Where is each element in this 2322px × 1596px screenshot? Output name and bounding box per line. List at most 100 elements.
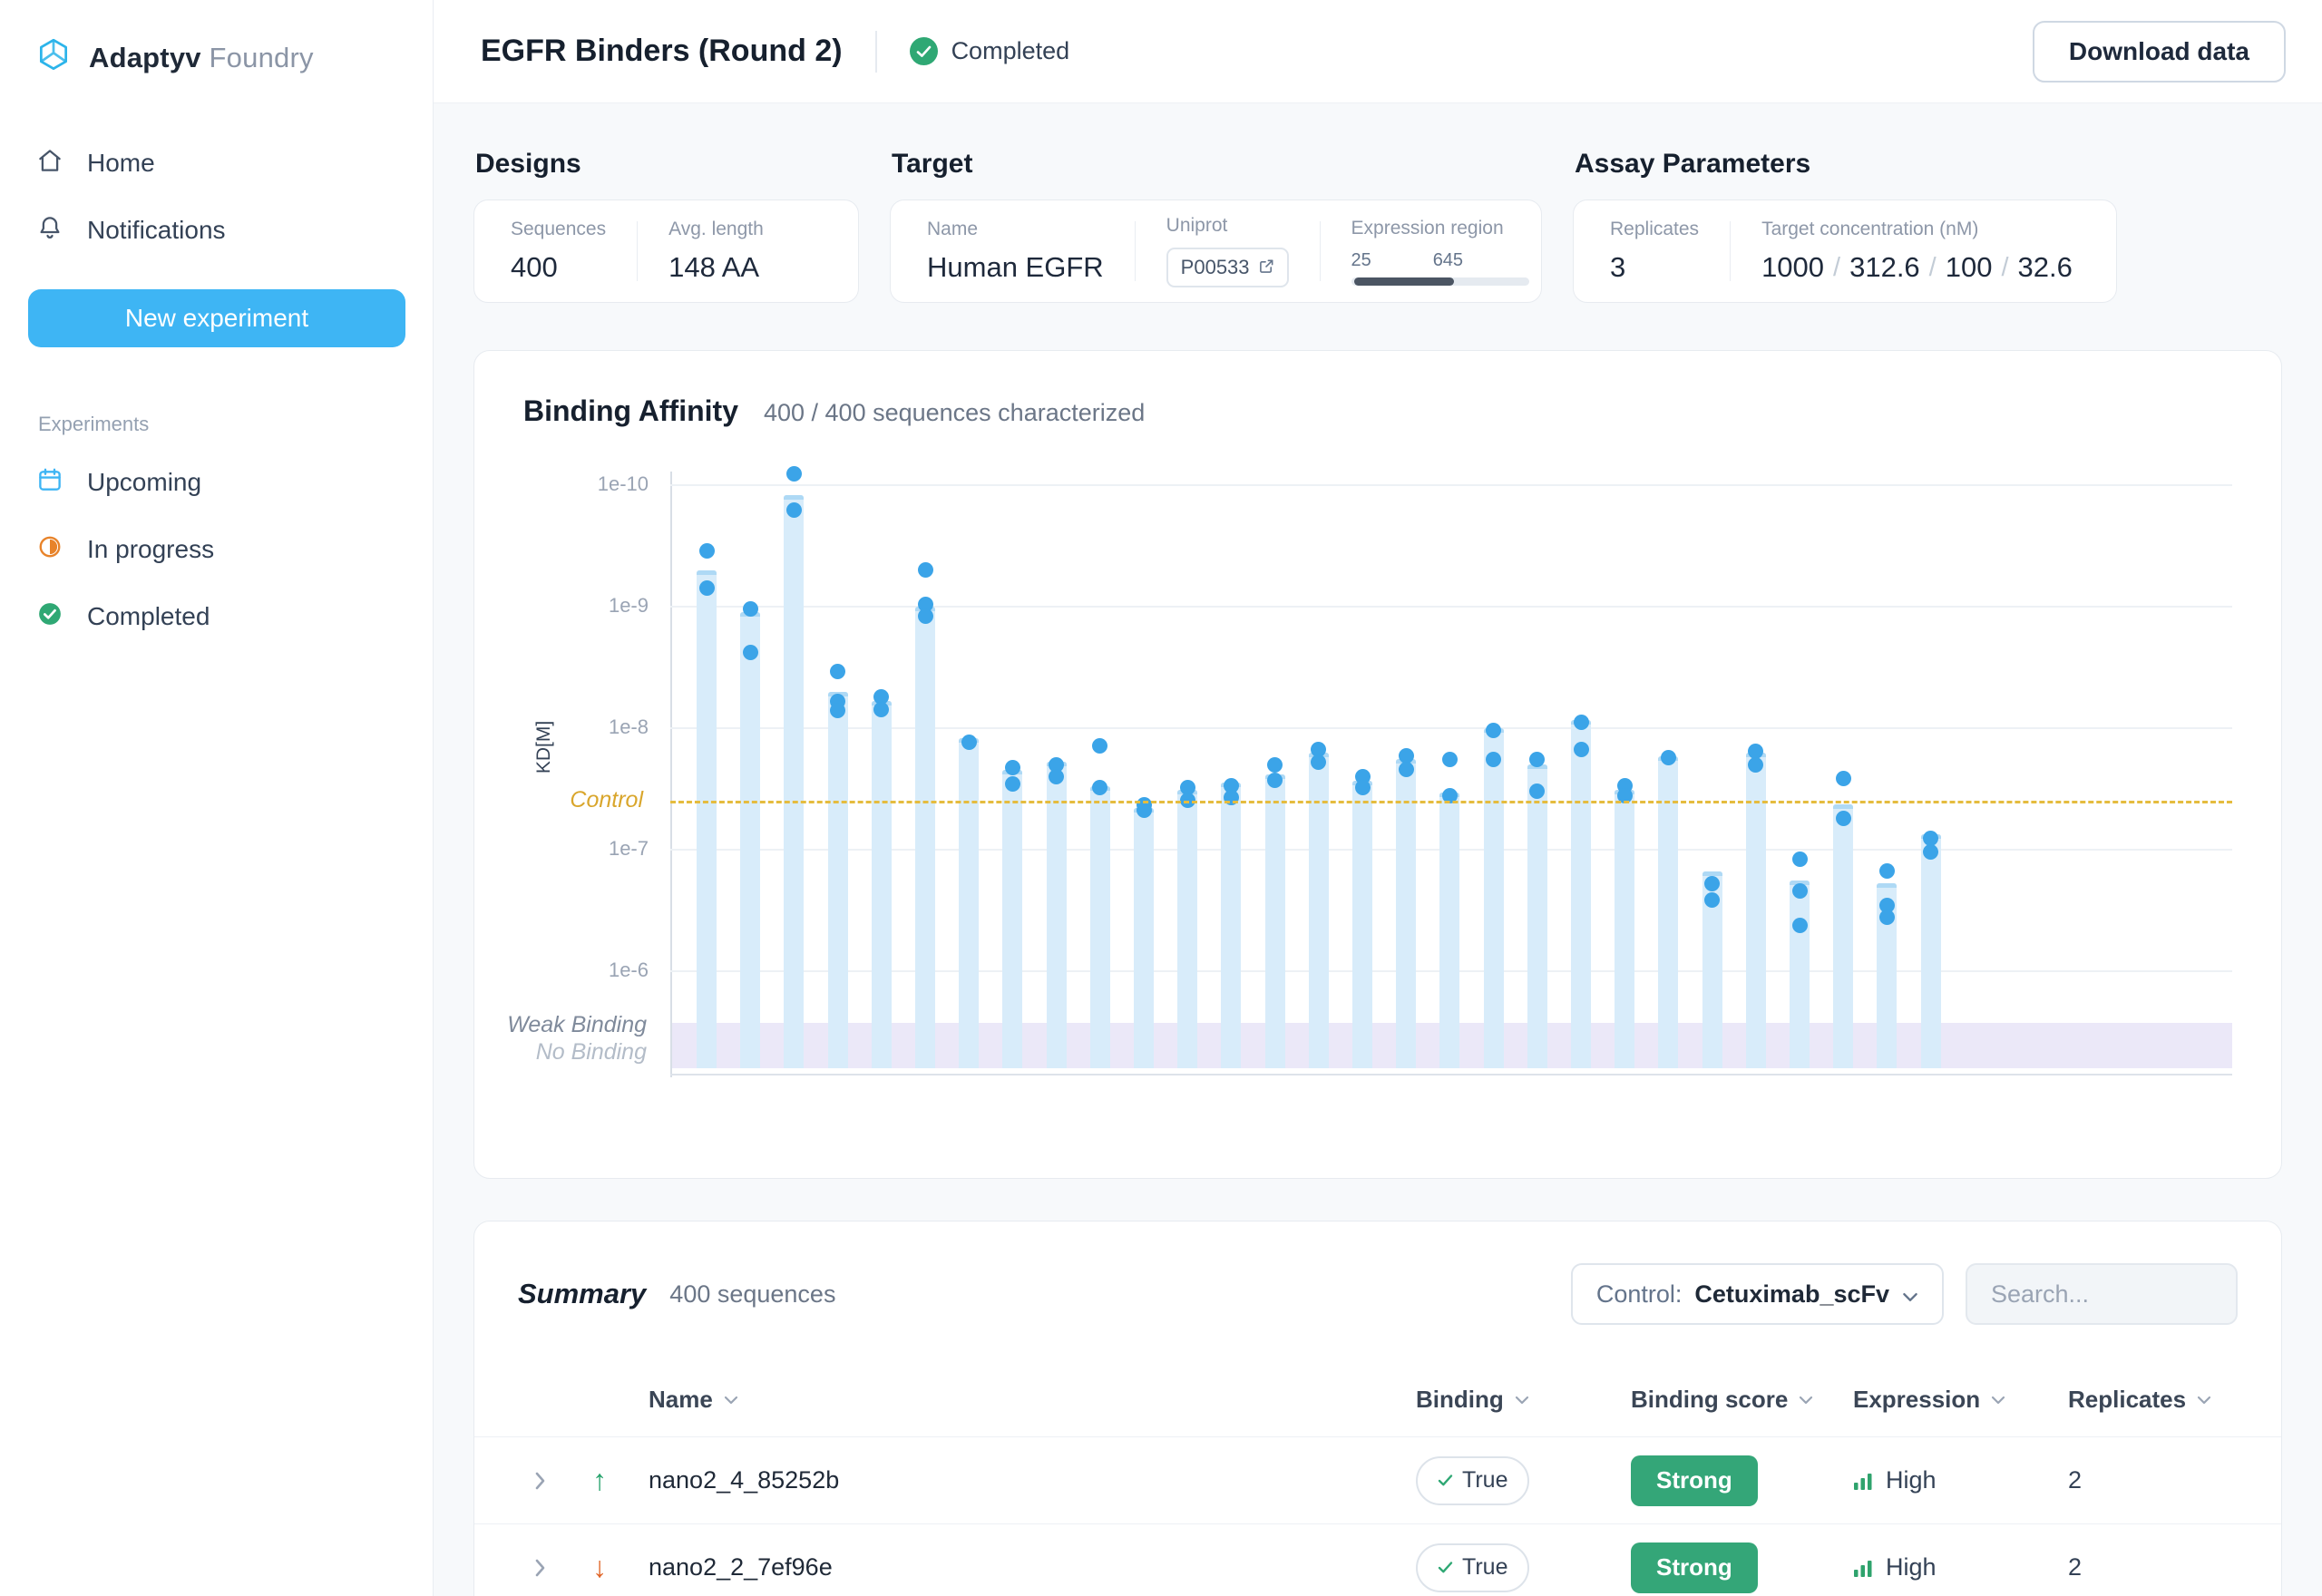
replicate-dot[interactable] bbox=[1878, 863, 1895, 880]
replicate-dot[interactable] bbox=[873, 688, 890, 705]
content: Designs Sequences 400 Avg. length 148 AA… bbox=[434, 103, 2322, 1596]
replicate-dot[interactable] bbox=[1179, 792, 1195, 808]
replicate-dot[interactable] bbox=[1748, 756, 1764, 773]
replicate-dot[interactable] bbox=[1354, 780, 1371, 796]
affinity-bar bbox=[784, 494, 805, 1068]
replicate-dot[interactable] bbox=[873, 701, 890, 717]
table-row[interactable]: ↓ nano2_2_7ef96e True Strong High 2 bbox=[474, 1524, 2281, 1596]
sequences-value: 400 bbox=[511, 251, 558, 283]
replicate-dot[interactable] bbox=[1486, 723, 1502, 739]
affinity-bar bbox=[1483, 728, 1504, 1068]
expression-cell: High bbox=[1853, 1553, 2068, 1581]
replicate-dot[interactable] bbox=[1004, 776, 1020, 793]
uniprot-link[interactable]: P00533 bbox=[1166, 248, 1289, 287]
page-title: EGFR Binders (Round 2) bbox=[481, 34, 843, 68]
search-input[interactable] bbox=[1966, 1263, 2238, 1325]
chart-header: Binding Affinity 400 / 400 sequences cha… bbox=[523, 394, 2232, 428]
bell-icon bbox=[36, 214, 63, 248]
replicate-dot[interactable] bbox=[742, 645, 758, 661]
binding-score-cell: Strong bbox=[1631, 1455, 1853, 1506]
replicate-dot[interactable] bbox=[1398, 762, 1414, 778]
replicate-dot[interactable] bbox=[917, 562, 933, 579]
control-select-value: Cetuximab_scFv bbox=[1694, 1280, 1889, 1308]
replicate-dot[interactable] bbox=[1092, 738, 1108, 754]
replicate-dot[interactable] bbox=[1529, 751, 1546, 767]
chevron-right-icon[interactable] bbox=[534, 1558, 592, 1578]
replicate-dot[interactable] bbox=[1529, 783, 1546, 799]
column-header-binding[interactable]: Binding bbox=[1416, 1386, 1631, 1414]
column-header-replicates[interactable]: Replicates bbox=[2068, 1386, 2281, 1414]
replicate-dot[interactable] bbox=[917, 596, 933, 612]
replicate-dot[interactable] bbox=[698, 579, 715, 596]
replicate-dot[interactable] bbox=[1267, 756, 1283, 773]
replicate-dot[interactable] bbox=[1704, 875, 1721, 891]
sidebar-item-notifications[interactable]: Notifications bbox=[0, 197, 433, 264]
replicate-dot[interactable] bbox=[1486, 751, 1502, 767]
replicate-dot[interactable] bbox=[1441, 751, 1458, 767]
replicates-field: Replicates 3 bbox=[1579, 219, 1730, 284]
replicate-dot[interactable] bbox=[917, 608, 933, 625]
replicate-dot[interactable] bbox=[1791, 852, 1808, 868]
control-select[interactable]: Control: Cetuximab_scFv bbox=[1570, 1263, 1944, 1325]
new-experiment-button[interactable]: New experiment bbox=[28, 289, 405, 347]
replicate-dot[interactable] bbox=[830, 663, 846, 679]
replicate-dot[interactable] bbox=[1441, 788, 1458, 804]
replicate-dot[interactable] bbox=[1704, 892, 1721, 909]
info-cards-row: Designs Sequences 400 Avg. length 148 AA… bbox=[473, 149, 2282, 303]
replicate-dot[interactable] bbox=[1791, 918, 1808, 933]
sequence-name: nano2_2_7ef96e bbox=[649, 1553, 833, 1581]
replicate-dot[interactable] bbox=[1573, 715, 1589, 731]
sidebar-item-home[interactable]: Home bbox=[0, 130, 433, 197]
replicate-dot[interactable] bbox=[785, 465, 802, 482]
expression-region-field: Expression region 25 645 bbox=[1321, 218, 1560, 286]
replicate-dot[interactable] bbox=[1398, 748, 1414, 764]
replicate-dot[interactable] bbox=[1835, 771, 1851, 787]
sidebar: Adaptyv Foundry Home Notifications New e… bbox=[0, 0, 434, 1596]
download-data-button[interactable]: Download data bbox=[2032, 20, 2286, 83]
affinity-bar bbox=[1264, 774, 1285, 1068]
replicate-dot[interactable] bbox=[1311, 754, 1327, 770]
replicate-dot[interactable] bbox=[742, 601, 758, 618]
replicate-dot[interactable] bbox=[698, 543, 715, 560]
replicate-dot[interactable] bbox=[1179, 780, 1195, 796]
replicate-dot[interactable] bbox=[1660, 750, 1676, 766]
field-divider bbox=[1134, 221, 1136, 281]
brand-suffix: Foundry bbox=[209, 41, 314, 73]
replicate-dot[interactable] bbox=[1136, 802, 1152, 818]
chevron-right-icon[interactable] bbox=[534, 1471, 592, 1491]
replicate-dot[interactable] bbox=[1092, 780, 1108, 796]
replicate-dot[interactable] bbox=[1573, 742, 1589, 758]
affinity-bar bbox=[1877, 883, 1898, 1068]
sidebar-item-in-progress[interactable]: In progress bbox=[0, 516, 433, 583]
replicate-dot[interactable] bbox=[1791, 883, 1808, 900]
binding-badge: True bbox=[1416, 1542, 1530, 1592]
sidebar-item-upcoming[interactable]: Upcoming bbox=[0, 449, 433, 516]
replicate-dot[interactable] bbox=[1923, 830, 1939, 846]
replicate-dot[interactable] bbox=[830, 703, 846, 719]
replicate-dot[interactable] bbox=[1748, 744, 1764, 759]
affinity-bar bbox=[1527, 764, 1547, 1068]
expression-region-label: Expression region bbox=[1351, 217, 1504, 238]
column-header-name[interactable]: Name bbox=[649, 1386, 1416, 1414]
binding-score-badge: Strong bbox=[1631, 1542, 1758, 1593]
sidebar-item-completed[interactable]: Completed bbox=[0, 583, 433, 650]
sidebar-item-label: Upcoming bbox=[87, 468, 202, 496]
replicate-dot[interactable] bbox=[1004, 759, 1020, 775]
binding-score-cell: Strong bbox=[1631, 1542, 1853, 1593]
replicate-dot[interactable] bbox=[1049, 768, 1065, 784]
replicate-dot[interactable] bbox=[1311, 742, 1327, 758]
replicate-dot[interactable] bbox=[1049, 756, 1065, 773]
column-header-expression[interactable]: Expression bbox=[1853, 1386, 2068, 1414]
replicate-dot[interactable] bbox=[1923, 844, 1939, 861]
replicate-dot[interactable] bbox=[1835, 810, 1851, 826]
check-circle-icon bbox=[909, 37, 938, 65]
target-name-label: Name bbox=[927, 219, 979, 239]
table-row[interactable]: ↑ nano2_4_85252b True Strong High 2 bbox=[474, 1437, 2281, 1524]
column-header-binding-score[interactable]: Binding score bbox=[1631, 1386, 1853, 1414]
replicate-dot[interactable] bbox=[1878, 910, 1895, 926]
replicate-dot[interactable] bbox=[1267, 773, 1283, 789]
replicate-dot[interactable] bbox=[1616, 788, 1633, 804]
replicate-dot[interactable] bbox=[785, 501, 802, 518]
replicate-dot[interactable] bbox=[961, 734, 977, 750]
target-group: Target Name Human EGFR Uniprot P00533 bbox=[890, 149, 1542, 303]
